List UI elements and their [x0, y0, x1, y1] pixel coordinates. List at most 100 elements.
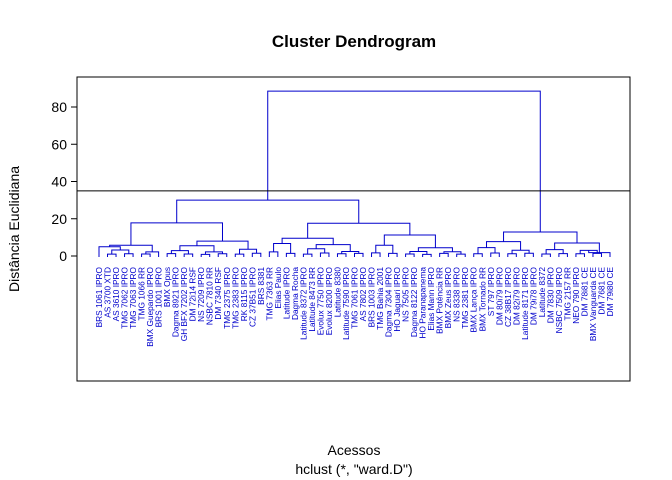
leaf-label: RK 8115 IPRO [239, 266, 249, 321]
dendrogram-merge [200, 253, 211, 257]
dendrogram-merge [354, 252, 364, 257]
leaf-label: DM 79i78 IPRO [528, 266, 538, 325]
leaf-label: BRS 1061 IPRO [94, 266, 104, 327]
leaf-label: CZ 38B17 IPRO [503, 266, 513, 326]
dendrogram-branches [98, 90, 611, 257]
leaf-label: TMG 1066 RR [137, 267, 147, 320]
leaf-label: Evolux 7750 IPRO [315, 266, 325, 335]
dendrogram-merge [196, 240, 249, 250]
dendrogram-merge [176, 199, 360, 224]
y-tick-label: 0 [59, 248, 67, 264]
leaf-label: ST 797 IPRO [486, 266, 496, 316]
leaf-label: TMG 7363 RR [264, 267, 274, 320]
dendrogram-merge [307, 222, 411, 239]
leaf-label: TMG Bahia 2001 [375, 267, 385, 330]
dendrogram-merge [107, 253, 117, 257]
dendrogram-merge [388, 252, 398, 257]
dendrogram-merge [251, 252, 262, 257]
dendrogram-merge [422, 253, 432, 257]
dendrogram-merge [503, 231, 578, 243]
leaf-label: Evolux 8200 IPRO [324, 266, 334, 335]
leaf-label: DM 7681 CE [596, 267, 606, 315]
leaf-label: BMX Vanguarda CE [588, 267, 598, 342]
dendrogram-merge [439, 252, 449, 257]
leaf-label: Latitude IPRO [281, 266, 291, 319]
leaf-label: Latitude 8380 [332, 267, 342, 318]
dendrogram-merge [371, 252, 381, 257]
leaf-label: BMX Zeus IPRO [443, 266, 453, 328]
dendrogram-merge [170, 250, 189, 254]
chart-title: Cluster Dendrogram [272, 32, 436, 51]
leaf-label: NS 8338 IPRO [452, 266, 462, 321]
leaf-label: Elias Paulo [273, 267, 283, 309]
leaf-label: NEO 790 IPRO [571, 266, 581, 323]
dendrogram-merge [575, 253, 585, 257]
dendrogram-merge [486, 241, 522, 251]
leaf-label: TMG 2383 IPRO [230, 266, 240, 328]
dendrogram-merge [124, 253, 134, 257]
leaf-label: DM 80i79 IPRO [494, 266, 504, 325]
dendrogram-merge [405, 253, 415, 257]
leaf-label: TMG 2381 IPRO [460, 266, 470, 328]
leaf-label: Latitude 7590 IPRO [341, 266, 351, 339]
dendrogram-merge [473, 253, 483, 257]
dendrogram-merge [375, 244, 394, 254]
dendrogram-merge [130, 222, 223, 246]
leaf-label: Dagma Rocha [290, 267, 300, 320]
leaf-label: DM 7340 RSF [213, 267, 223, 320]
leaf-label: Dagma 8921 IPRO [171, 266, 181, 337]
dendrogram-merge [141, 253, 151, 257]
y-axis-label: Distância Euclidiana [6, 166, 22, 292]
leaf-label: AS 3610 IPRO [111, 266, 121, 321]
leaf-label: BMX Potência RR [435, 267, 445, 334]
dendrogram-merge [217, 253, 228, 257]
dendrogram-merge [183, 253, 194, 257]
leaf-label: HO Paranapanema [418, 267, 428, 339]
dendrogram-merge [319, 252, 330, 257]
leaf-label: BMX Opus [162, 267, 172, 307]
leaf-label: TMG 7062 IPRO [120, 266, 130, 328]
y-tick-label: 60 [51, 136, 67, 152]
leaf-label: BRS 8381 [256, 267, 266, 305]
leaf-label: Elias Mann IPRO [426, 266, 436, 330]
leaf-label: AS 3700 XTD [103, 267, 113, 318]
leaf-label: NS 7505 IPRO [401, 266, 411, 321]
leaf-label: CZ 37B51 IPRO [247, 266, 257, 326]
leaf-label: BMX Guepardo IPRO [145, 266, 155, 346]
dendrogram-merge [336, 253, 347, 257]
leaf-label: Latitude 8372 IPRO [298, 266, 308, 339]
leaf-label: DM 82i79 IPRO [511, 266, 521, 325]
leaf-label: Latitude 8473 RR [307, 267, 317, 332]
dendrogram-merge [315, 244, 351, 252]
leaf-label: TMG 7061 IPRO [350, 266, 360, 328]
leaf-label: DM 72i14 RSF [188, 267, 198, 321]
leaf-label: BMX Lança IPRO [469, 266, 479, 332]
leaf-label: TMG 7063 IPRO [128, 266, 138, 328]
dendrogram-merge [383, 234, 436, 248]
leaf-label: NSBC 7509 IPRO [554, 266, 564, 333]
leaf-label: GH BFX 7202 IPRO [179, 266, 189, 341]
dendrogram-merge [592, 252, 602, 257]
dendrogram-merge [166, 253, 177, 257]
dendrogram-merge [588, 250, 611, 257]
dendrogram-merge [302, 253, 313, 257]
leaf-label: TMG 2157 RR [562, 267, 572, 320]
dendrogram-merge [268, 251, 279, 257]
plot-frame [76, 76, 631, 382]
leaf-label: DM 78i81 CE [579, 267, 589, 317]
method-sublabel: hclust (*, "ward.D") [295, 461, 412, 477]
leaf-label: BMX Tornado RR [477, 267, 487, 331]
y-tick-label: 20 [51, 211, 67, 227]
leaf-label: DM 7830 IPRO [545, 266, 555, 323]
leaf-label: BRS 1003 IPRO [367, 266, 377, 327]
y-axis: 0 20 40 60 80 [51, 99, 78, 264]
dendrogram-merge [490, 252, 500, 257]
leaf-label: Latitude 8171 IPRO [520, 266, 530, 339]
dendrogram-merge [558, 253, 568, 257]
dendrogram-merge [267, 90, 541, 232]
leaf-label: Dagma 8122 IPRO [409, 266, 419, 337]
dendrogram-merge [456, 253, 466, 257]
leaf-label: BRS 1001 IPRO [154, 266, 164, 327]
